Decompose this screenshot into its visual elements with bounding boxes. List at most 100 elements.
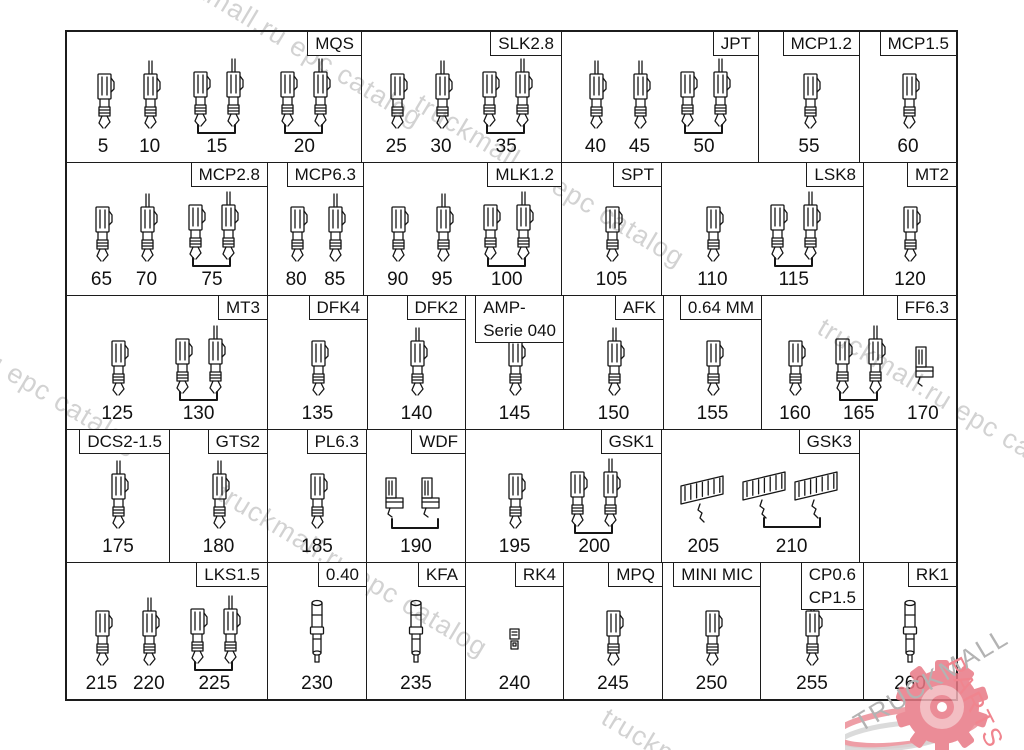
cell-label-line: 0.40 (325, 565, 359, 584)
cell-label: PL6.3 (306, 429, 367, 454)
cell-items: 185 (268, 430, 366, 562)
cell-label-line: PL6.3 (314, 432, 359, 451)
catalog-item: 155 (697, 325, 728, 424)
catalog-item: 165 (825, 323, 893, 424)
catalog-cell-0.64-MM: 0.64 MM 155 (664, 295, 762, 429)
cell-items: 245 (564, 563, 662, 699)
catalog-item: 25 (383, 58, 410, 157)
terminal-single-pin-icon (135, 595, 162, 673)
cell-label: MT3 (218, 295, 268, 320)
catalog-item: 150 (598, 325, 629, 424)
terminal-pair-icon (473, 189, 541, 269)
cell-label-line: MCP1.5 (887, 34, 949, 53)
item-number: 125 (101, 403, 134, 424)
terminal-single-icon (88, 191, 115, 269)
catalog-cell-MT2: MT2 120 (864, 162, 957, 295)
terminal-single-icon (599, 595, 626, 673)
cell-label-line: CP0.6 (808, 565, 856, 584)
catalog-cell-PL6.3: PL6.3 185 (268, 429, 367, 562)
cell-label: DCS2-1.5 (79, 429, 170, 454)
catalog-cell-SLK2.8: SLK2.8 25 30 35 (362, 31, 562, 162)
item-number: 220 (132, 673, 165, 694)
catalog-item: 125 (101, 325, 133, 424)
item-number: 75 (201, 269, 223, 290)
item-number: 120 (894, 269, 926, 290)
cell-items: 230 (268, 563, 366, 699)
catalog-item: 20 (270, 56, 338, 157)
item-number: 85 (324, 269, 346, 290)
item-number: 145 (498, 403, 531, 424)
cell-label-line: MCP2.8 (198, 165, 260, 184)
cell-label: MCP1.2 (782, 31, 860, 56)
cell-items: 205 210 (662, 430, 859, 562)
cell-items: 125 130 (67, 296, 267, 429)
catalog-item: 60 (895, 58, 922, 157)
catalog-item: 140 (400, 325, 433, 424)
terminal-single-icon (90, 58, 117, 136)
cell-label: RK4 (514, 562, 564, 587)
cell-label: DFK4 (308, 295, 368, 320)
item-number: 210 (775, 536, 808, 557)
cell-items: 255 (761, 563, 863, 699)
catalog-item: 30 (428, 58, 455, 157)
cell-label-line: AFK (622, 298, 656, 317)
terminal-single-icon (283, 191, 310, 269)
item-number: 235 (400, 673, 432, 694)
cell-label: AMP- Serie 040 (475, 295, 564, 343)
item-number: 240 (498, 673, 531, 694)
catalog-cell-MT3: MT3 125 130 (67, 295, 268, 429)
item-number: 95 (431, 269, 453, 290)
item-number: 190 (400, 536, 432, 557)
cell-label: AFK (614, 295, 664, 320)
cell-items: 135 (268, 296, 367, 429)
catalog-cell-empty (860, 430, 956, 562)
cell-label: JPT (712, 31, 759, 56)
cell-label: MCP6.3 (286, 162, 364, 187)
cell-items: 150 (564, 296, 663, 429)
cell-label-line: MQS (315, 34, 354, 53)
catalog-item: 40 (582, 58, 609, 157)
item-number: 200 (578, 536, 611, 557)
catalog-item: 215 (85, 595, 118, 694)
catalog-item: 190 (380, 456, 452, 557)
catalog-cell-DFK2: DFK2 140 (368, 295, 466, 429)
cell-items: 250 (663, 563, 760, 699)
terminal-single-pin-icon (429, 191, 456, 269)
item-number: 195 (498, 536, 531, 557)
item-number: 170 (907, 403, 939, 424)
catalog-item: 115 (760, 189, 828, 290)
catalog-row: DCS2-1.5 175 GTS2 180 PL6.3 185 WDF 190 GSK1 195 2… (67, 429, 956, 563)
cell-items: 190 (367, 430, 465, 562)
terminal-single-pin-icon (321, 191, 348, 269)
item-number: 180 (202, 536, 235, 557)
cell-label-line: GSK1 (608, 432, 654, 451)
catalog-item: 65 (88, 191, 115, 290)
catalog-cell-LSK8: LSK8 110 115 (662, 162, 864, 295)
terminal-barrel-icon (304, 595, 330, 673)
cell-label: MINI MIC (673, 562, 761, 587)
cell-items: 110 115 (662, 163, 863, 295)
item-number: 245 (597, 673, 629, 694)
item-number: 215 (85, 673, 118, 694)
catalog-row: LKS1.5 215 220 225 0.40 230 KFA 235 RK4 240 MPQ 245… (67, 562, 957, 699)
catalog-item: 240 (498, 595, 531, 694)
catalog-cell-MCP6.3: MCP6.3 80 85 (268, 162, 364, 295)
catalog-cell-DCS2-1.5: DCS2-1.5 175 (67, 429, 170, 562)
cell-label: MCP2.8 (190, 162, 268, 187)
catalog-item: 245 (597, 595, 629, 694)
cell-label-line: GTS2 (215, 432, 260, 451)
cell-label-line: MPQ (616, 565, 655, 584)
item-number: 20 (293, 136, 315, 157)
item-number: 140 (400, 403, 433, 424)
terminal-single-icon (304, 325, 331, 403)
item-number: 185 (301, 536, 333, 557)
cell-items: 25 30 35 (362, 32, 561, 162)
cell-label: MQS (307, 31, 362, 56)
cell-label: FF6.3 (896, 295, 957, 320)
terminal-pair-icon (178, 189, 246, 269)
catalog-item: 205 (679, 466, 727, 557)
cell-items: 80 85 (268, 163, 363, 295)
terminal-single-icon (895, 58, 922, 136)
item-number: 60 (897, 136, 919, 157)
terminal-pair-icon (165, 323, 233, 403)
